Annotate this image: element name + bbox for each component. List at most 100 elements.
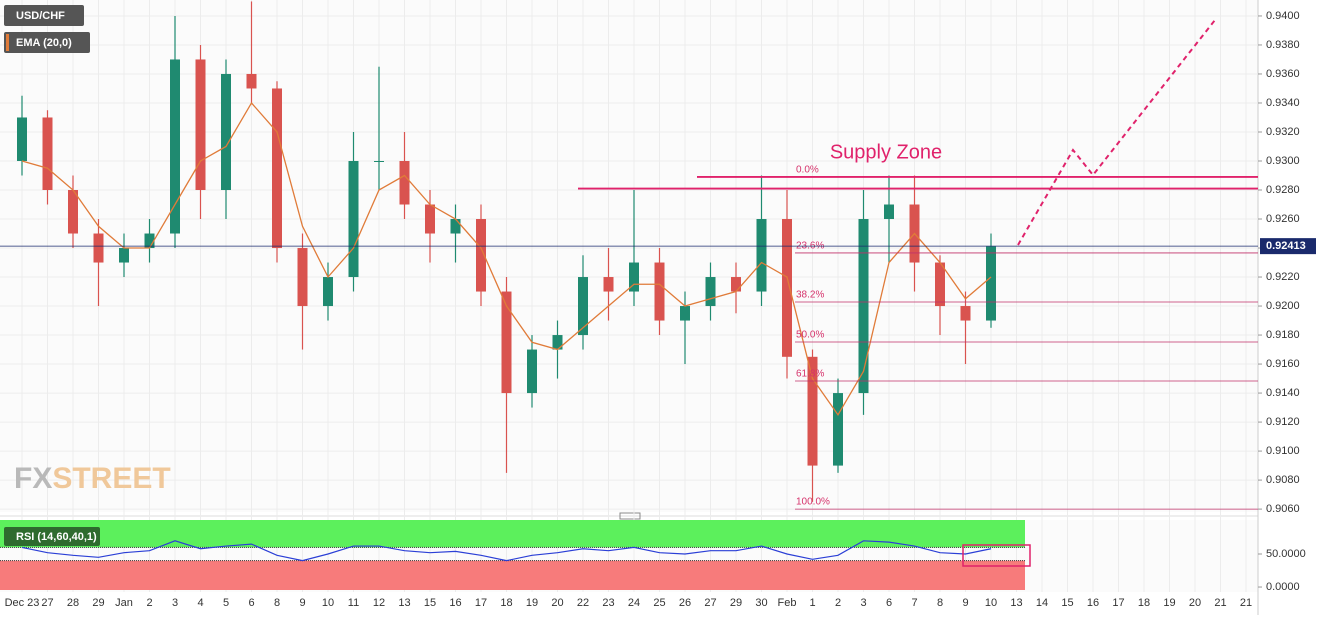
x-tick-label: 22 [577,597,589,609]
y-tick-label: 0.9120 [1266,416,1300,428]
projection-path [1017,19,1216,246]
y-tick-label: 0.9100 [1266,445,1300,457]
x-tick-label: 8 [937,597,943,609]
candle-body [603,277,614,292]
supply-zone-label: Supply Zone [830,141,942,163]
x-tick-label: 6 [886,597,892,609]
y-tick-label: 0.9140 [1266,387,1300,399]
candle-body [731,277,741,292]
fib-label: 100.0% [796,497,830,508]
x-tick-label: 14 [1036,597,1048,609]
y-tick-label: 0.9340 [1266,97,1300,109]
candle-body [527,349,537,394]
x-tick-label: 15 [1061,597,1073,609]
candle-body [170,59,180,234]
x-tick-label: 1 [809,597,815,609]
candle-body [93,233,104,263]
candle-body [323,277,333,307]
ema-legend-box [4,32,90,53]
x-tick-label: 10 [322,597,334,609]
candle-body [501,291,512,394]
x-tick-label: 16 [1087,597,1099,609]
candle-body [425,204,435,234]
x-tick-label: 9 [299,597,305,609]
candle-body [399,160,410,205]
x-tick-label: 27 [41,597,53,609]
candle-body [782,219,792,357]
x-tick-label: 3 [172,597,178,609]
y-tick-label: 0.9360 [1266,68,1300,80]
rsi-legend-label: RSI (14,60,40,1) [16,531,97,543]
rsi-line [21,540,992,562]
x-tick-label: 9 [962,597,968,609]
x-tick-label: 16 [449,597,461,609]
x-tick-label: 28 [67,597,79,609]
candle-body [348,160,359,278]
x-tick-label: Feb [778,597,797,609]
x-tick-label: 5 [223,597,229,609]
x-tick-label: 18 [1138,597,1150,609]
x-tick-label: 17 [1112,597,1124,609]
candle-body [960,306,971,321]
fib-label: 38.2% [796,290,824,301]
x-tick-label: 23 [602,597,614,609]
x-tick-label: 29 [92,597,104,609]
y-tick-label: 0.9160 [1266,358,1300,370]
x-tick-label: 3 [860,597,866,609]
candle-body [195,59,206,191]
x-tick-label: 29 [730,597,742,609]
y-tick-label: 0.9400 [1266,10,1300,22]
y-tick-label: 0.9080 [1266,474,1300,486]
candle-body [272,88,282,249]
x-tick-label: 19 [526,597,538,609]
candle-body [756,219,767,292]
candle-body [17,117,27,161]
y-tick-label: 50.0000 [1266,548,1306,560]
last-price-box [1260,238,1316,255]
y-tick-label: 0.9300 [1266,155,1300,167]
oversold-band [0,560,1025,590]
candle-body [629,262,639,292]
x-tick-label: 18 [500,597,512,609]
x-tick-label: 4 [197,597,203,609]
y-tick-label: 0.9280 [1266,184,1300,196]
y-tick-label: 0.9060 [1266,503,1300,515]
candle-body [807,356,818,466]
x-tick-label: 20 [551,597,563,609]
candle-body [297,248,308,307]
candle-body [144,233,155,249]
candle-body [450,219,461,234]
watermark: FXSTREET [14,462,171,495]
x-tick-label: Dec 23 [5,597,40,609]
instrument-label: USD/CHF [16,10,65,22]
overbought-band [0,520,1025,548]
x-tick-label: 13 [1010,597,1022,609]
candle-body [680,306,690,321]
pane-handle[interactable] [619,512,641,520]
candle-body [68,190,78,234]
candle-body [374,160,384,162]
candle-body [705,277,716,307]
x-tick-label: 2 [146,597,152,609]
x-tick-label: 26 [679,597,691,609]
candle-body [654,262,665,321]
instrument-box [4,5,84,26]
y-tick-label: 0.9200 [1266,300,1300,312]
x-tick-label: 11 [348,597,359,609]
candle-body [884,204,894,220]
x-tick-label: 10 [985,597,997,609]
x-tick-label: Jan [115,597,133,609]
y-tick-label: 0.9380 [1266,39,1300,51]
x-tick-label: 7 [911,597,917,609]
x-tick-label: 17 [475,597,487,609]
ema-legend-swatch [6,34,9,51]
rsi-legend-box [4,527,100,546]
x-tick-label: 8 [274,597,280,609]
y-tick-label: 0.9260 [1266,213,1300,225]
x-tick-label: 19 [1163,597,1175,609]
watermark-fx: FX [14,462,52,495]
x-tick-label: 6 [248,597,254,609]
x-tick-label: 25 [653,597,665,609]
main-pane [0,0,1258,512]
